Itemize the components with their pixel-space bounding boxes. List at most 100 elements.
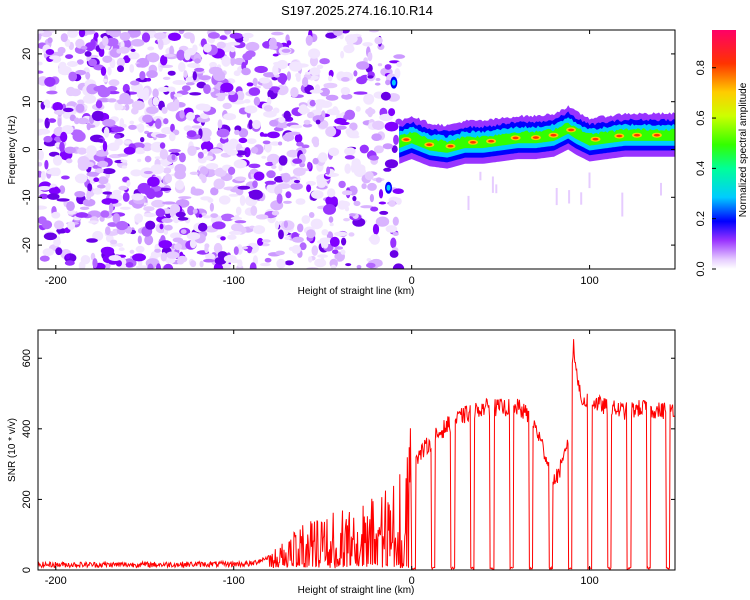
heatmap-cell	[153, 32, 167, 40]
heatmap-cell	[325, 94, 339, 101]
x-tick-label: -100	[223, 275, 245, 287]
heatmap-cell	[116, 57, 125, 68]
heatmap-cell	[100, 210, 110, 218]
heatmap-cell	[38, 186, 52, 191]
heatmap-cell	[244, 147, 251, 158]
heatmap-cell	[139, 71, 146, 80]
heatmap-cell	[77, 147, 87, 155]
heatmap-cell	[353, 164, 366, 173]
colorbar-gradient	[712, 30, 736, 269]
heatmap-cell	[160, 252, 167, 262]
heatmap-cell	[181, 85, 191, 92]
heatmap-cell	[308, 256, 313, 263]
heatmap-cell	[180, 229, 187, 235]
heatmap-cell	[246, 138, 257, 145]
signal-hotspot	[532, 136, 539, 139]
heatmap-cell	[319, 87, 330, 97]
heatmap-cell	[491, 176, 494, 193]
heatmap-cell	[119, 32, 131, 41]
heatmap-cell	[235, 206, 242, 216]
heatmap-cell	[224, 30, 232, 35]
heatmap-cell	[43, 99, 51, 107]
heatmap-cell	[373, 145, 384, 154]
heatmap-cell	[92, 164, 100, 169]
heatmap-cell	[272, 86, 279, 94]
snr-y-ticks: 0 200 400 600	[21, 349, 675, 573]
heatmap-cell	[177, 217, 189, 221]
heatmap-cell	[306, 184, 312, 193]
heatmap-cell	[122, 192, 130, 202]
heatmap-cell	[86, 145, 97, 157]
heatmap-cell	[234, 176, 247, 182]
heatmap-cell	[311, 245, 319, 256]
heatmap-cell	[93, 177, 100, 182]
heatmap-cell	[129, 120, 135, 125]
heatmap-cell	[38, 70, 44, 74]
heatmap-cell	[96, 138, 104, 143]
heatmap-cell	[56, 228, 67, 234]
heatmap-cell	[289, 61, 303, 72]
heatmap-cell	[278, 155, 288, 166]
heatmap-cell	[264, 180, 277, 185]
heatmap-cell	[218, 195, 231, 205]
heatmap-cell	[282, 133, 295, 142]
heatmap-cell	[308, 48, 321, 59]
heatmap-cell	[108, 30, 122, 38]
heatmap-cell	[88, 58, 98, 67]
heatmap-cell	[341, 77, 350, 82]
heatmap-cell	[268, 44, 278, 50]
heatmap-cell	[388, 108, 396, 117]
heatmap-cell	[309, 89, 324, 94]
heatmap-cell	[226, 149, 239, 156]
heatmap-cell	[38, 205, 48, 210]
heatmap-cell	[380, 91, 391, 101]
heatmap-cell	[344, 147, 356, 156]
heatmap-cell	[228, 166, 236, 175]
snr-x-label: Height of straight line (km)	[298, 585, 415, 596]
heatmap-cell	[315, 260, 326, 267]
snr-series-line	[38, 339, 675, 570]
heatmap-cell	[75, 173, 88, 184]
heatmap-cell	[62, 112, 71, 119]
heatmap-cell	[90, 38, 96, 49]
heatmap-cell	[102, 168, 116, 175]
heatmap-cell	[82, 94, 97, 104]
heatmap-cell	[372, 120, 385, 130]
heatmap-cell	[165, 251, 180, 259]
heatmap-cell	[130, 48, 136, 53]
heatmap-cell	[135, 149, 146, 155]
colorbar-label: Normalized spectral amplitude	[738, 82, 749, 217]
heatmap-cell	[142, 114, 153, 123]
heatmap-cell	[204, 245, 209, 254]
heatmap-cell	[177, 255, 188, 263]
signal-hotspot	[616, 134, 623, 138]
heatmap-cell	[271, 31, 284, 36]
heatmap-cell	[272, 155, 277, 166]
snr-x-ticks: -200 -100 0 100	[45, 330, 599, 587]
heatmap-cell	[186, 232, 201, 241]
heatmap-cell	[333, 30, 343, 37]
heatmap-cell	[243, 99, 251, 104]
heatmap-cell	[192, 71, 197, 81]
heatmap-cell	[178, 152, 186, 163]
heatmap-cell	[286, 40, 292, 46]
heatmap-cell	[368, 236, 377, 243]
signal-trace	[385, 76, 675, 194]
heatmap-cell	[144, 234, 154, 246]
heatmap-cell	[52, 155, 63, 166]
heatmap-cell	[104, 263, 111, 269]
heatmap-cell	[183, 70, 188, 78]
heatmap-cell	[39, 255, 50, 262]
heatmap-cell	[338, 200, 351, 208]
heatmap-cell	[219, 35, 228, 40]
heatmap-cell	[294, 133, 303, 143]
heatmap-cell	[395, 197, 402, 205]
heatmap-cell	[323, 204, 336, 215]
heatmap-cell	[143, 206, 155, 212]
heatmap-cell	[131, 107, 139, 115]
heatmap-cell	[151, 199, 166, 208]
heatmap-cell	[209, 61, 218, 68]
heatmap-cell	[185, 82, 195, 86]
heatmap-cell	[194, 67, 205, 72]
heatmap-cell	[146, 70, 158, 79]
